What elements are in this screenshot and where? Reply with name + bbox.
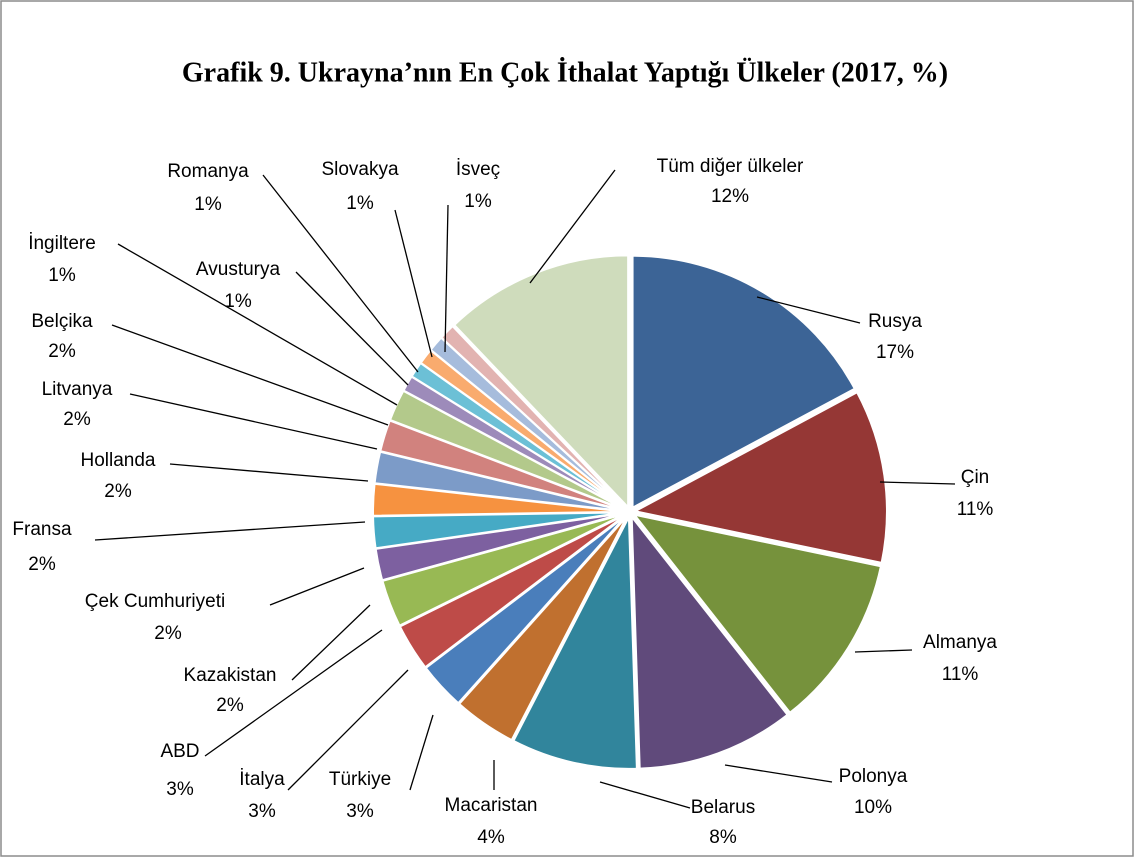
slice-label: Romanya	[167, 161, 249, 182]
slice-label: Çek Cumhuriyeti	[85, 591, 225, 612]
pie-slice	[512, 512, 638, 770]
pie-slice	[631, 513, 883, 715]
leader-line	[169, 463, 369, 482]
slice-value-label: 2%	[216, 695, 244, 716]
leader-line	[444, 204, 449, 353]
pie-slice	[631, 254, 857, 510]
slice-label: Hollanda	[81, 450, 156, 471]
leader-line	[529, 169, 616, 284]
slice-label: Slovakya	[321, 159, 399, 180]
slice-value-label: 3%	[166, 779, 194, 800]
leader-line	[117, 243, 398, 406]
slice-label: Çin	[961, 467, 990, 488]
slice-label: Tüm diğer ülkeler	[657, 156, 804, 177]
slice-label: Litvanya	[42, 379, 113, 400]
slice-value-label: 2%	[154, 623, 182, 644]
leader-line	[409, 714, 434, 791]
slice-value-label: 1%	[48, 265, 76, 286]
pie-slice	[630, 513, 789, 770]
leader-line	[291, 604, 371, 681]
leader-line	[111, 324, 389, 426]
leader-line	[129, 393, 378, 450]
slice-value-label: 1%	[464, 191, 492, 212]
slice-value-label: 1%	[194, 194, 222, 215]
leader-line	[879, 481, 956, 485]
slice-value-label: 2%	[104, 481, 132, 502]
leader-line	[295, 271, 409, 386]
slice-value-label: 1%	[224, 291, 252, 312]
slice-value-label: 10%	[854, 797, 892, 818]
slice-label: Fransa	[12, 519, 72, 540]
leader-line	[854, 649, 913, 653]
slice-label: Belçika	[31, 311, 93, 332]
chart-title: Grafik 9. Ukrayna’nın En Çok İthalat Yap…	[182, 57, 948, 88]
slice-label: İngiltere	[28, 233, 96, 254]
pie-slice	[452, 254, 630, 510]
slice-value-label: 11%	[942, 664, 979, 685]
slice-value-label: 3%	[248, 801, 276, 822]
slice-value-label: 2%	[28, 554, 56, 575]
slice-value-label: 17%	[876, 342, 914, 363]
slice-label: Polonya	[839, 766, 908, 787]
slice-value-label: 12%	[711, 186, 749, 207]
slice-label: Almanya	[923, 632, 997, 653]
pie-slice	[457, 515, 629, 742]
slice-label: Macaristan	[445, 795, 538, 816]
leader-line	[94, 521, 366, 541]
leader-line	[394, 209, 433, 358]
leader-line	[269, 567, 365, 606]
slice-label: Belarus	[691, 797, 755, 818]
slice-value-label: 1%	[346, 193, 374, 214]
slice-label: Avusturya	[196, 259, 281, 280]
leader-line	[724, 764, 833, 783]
slice-label: ABD	[160, 741, 199, 762]
slice-label: Rusya	[868, 311, 922, 332]
slice-label: Kazakistan	[184, 665, 277, 686]
pie-slice	[439, 324, 628, 510]
leader-line	[204, 629, 383, 757]
slice-label: Türkiye	[329, 769, 391, 790]
slice-label: İsveç	[456, 159, 500, 180]
leader-line	[756, 296, 861, 324]
slice-value-label: 8%	[709, 827, 737, 848]
leader-line	[287, 669, 409, 791]
slice-value-label: 2%	[63, 409, 91, 430]
slice-value-label: 2%	[48, 341, 76, 362]
leader-line	[262, 174, 419, 373]
slice-value-label: 11%	[957, 499, 994, 520]
slice-value-label: 4%	[477, 827, 505, 848]
slice-value-label: 3%	[346, 801, 374, 822]
slice-label: İtalya	[239, 769, 285, 790]
pie-slice	[632, 390, 888, 565]
leader-line	[599, 781, 691, 809]
